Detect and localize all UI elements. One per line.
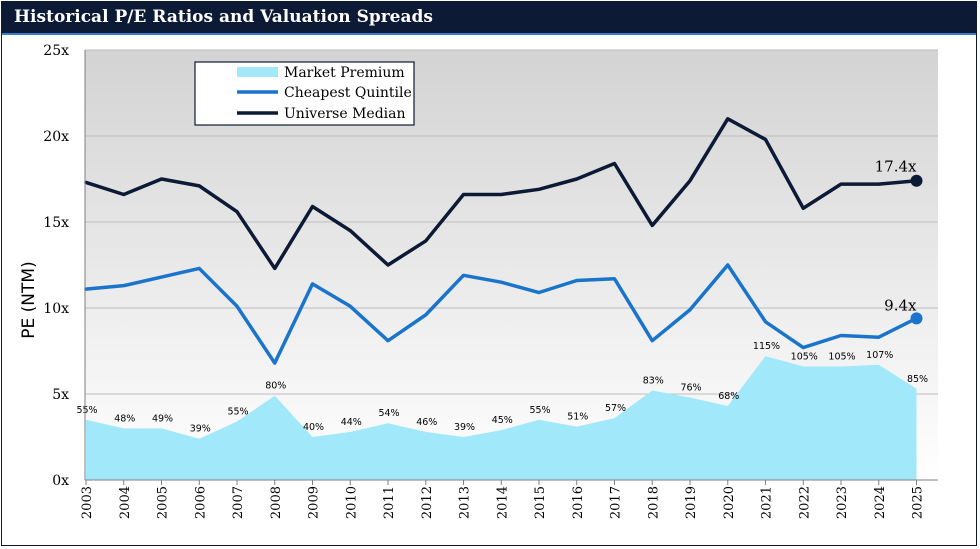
market-premium-data-label: 51%: [567, 412, 588, 423]
universe-median-line: [84, 117, 919, 271]
market-premium-data-label: 49%: [152, 413, 173, 424]
x-tick-label: 2003: [80, 486, 95, 519]
y-tick-label: 5x: [52, 387, 69, 403]
x-tick-label: 2012: [420, 486, 435, 519]
x-tick-label: 2018: [646, 486, 661, 519]
x-tick-label: 2024: [873, 486, 888, 519]
x-tick-label: 2016: [571, 486, 586, 519]
universe-median-end-label: 17.4x: [875, 158, 917, 176]
universe-median-end-marker: [910, 174, 923, 187]
y-tick-label: 0x: [52, 473, 69, 489]
x-tick-label: 2004: [118, 486, 133, 519]
market-premium-data-label: 39%: [454, 422, 475, 433]
market-premium-data-label: 85%: [907, 374, 928, 385]
x-tick-label: 2014: [495, 486, 510, 519]
y-tick-label: 25x: [43, 43, 69, 59]
series-lines: 9.4x 17.4x: [84, 117, 923, 365]
market-premium-data-label: 44%: [341, 417, 362, 428]
market-premium-data-label: 45%: [492, 415, 513, 426]
x-tick-label: 2010: [344, 486, 359, 519]
x-tick-label: 2005: [156, 486, 171, 519]
market-premium-data-label: 68%: [718, 391, 739, 402]
market-premium-data-label: 55%: [227, 407, 248, 418]
x-tick-label: 2011: [382, 486, 397, 519]
x-tick-label: 2006: [193, 486, 208, 519]
legend-label: Market Premium: [284, 65, 405, 81]
x-tick-label: 2019: [684, 486, 699, 519]
market-premium-data-label: 39%: [190, 424, 211, 435]
x-tick-label: 2021: [760, 486, 775, 519]
x-tick-label: 2020: [722, 486, 737, 519]
market-premium-data-label: 48%: [114, 413, 135, 424]
market-premium-data-label: 46%: [416, 417, 437, 428]
y-axis: 0x 5x 10x 15x 20x 25x: [43, 43, 86, 489]
x-tick-label: 2015: [533, 486, 548, 519]
x-tick-label: 2008: [269, 486, 284, 519]
market-premium-data-label: 80%: [265, 381, 286, 392]
market-premium-data-label: 83%: [643, 376, 664, 387]
legend-label: Universe Median: [284, 106, 406, 122]
market-premium-data-label: 107%: [866, 350, 893, 361]
legend-label: Cheapest Quintile: [284, 85, 412, 101]
x-tick-label: 2013: [458, 486, 473, 519]
market-premium-area-fill: [86, 356, 917, 480]
x-tick-label: 2023: [835, 486, 850, 519]
x-tick-label: 2017: [609, 486, 624, 519]
market-premium-data-label: 105%: [791, 351, 818, 362]
legend: Market Premium Cheapest Quintile Universe …: [194, 61, 415, 126]
x-tick-label: 2022: [797, 486, 812, 519]
y-tick-label: 10x: [43, 301, 69, 317]
market-premium-data-label: 55%: [76, 405, 97, 416]
market-premium-data-label: 105%: [828, 351, 855, 362]
title-bar: Historical P/E Ratios and Valuation Spre…: [2, 2, 976, 35]
y-tick-label: 15x: [43, 215, 69, 231]
x-tick-label: 2009: [307, 486, 322, 519]
x-tick-label: 2007: [231, 486, 246, 519]
cheapest-quintile-line: [84, 263, 919, 365]
market-premium-data-label: 40%: [303, 422, 324, 433]
market-premium-data-label: 54%: [378, 408, 399, 419]
y-tick-label: 20x: [43, 129, 69, 145]
x-tick-label: 2025: [911, 486, 926, 519]
cheapest-quintile-end-label: 9.4x: [884, 296, 917, 314]
market-premium-data-label: 55%: [529, 405, 550, 416]
y-axis-label: PE (NTM): [19, 261, 39, 338]
cheapest-quintile-end-marker: [910, 312, 923, 325]
legend-box: [194, 61, 415, 126]
market-premium-data-label: 76%: [680, 382, 701, 393]
x-axis: 2003 2004 2005 2006 2007 2008 2009 2010 2011 2012…: [80, 479, 938, 519]
chart-title: Historical P/E Ratios and Valuation Spre…: [14, 7, 433, 27]
market-premium-data-label: 115%: [753, 341, 780, 352]
market-premium-data-label: 57%: [605, 403, 626, 414]
market-premium-area: 55% 48% 49% 39% 55% 80% 40% 44% 54% 46% 39% 45% 55% 5…: [76, 341, 928, 480]
